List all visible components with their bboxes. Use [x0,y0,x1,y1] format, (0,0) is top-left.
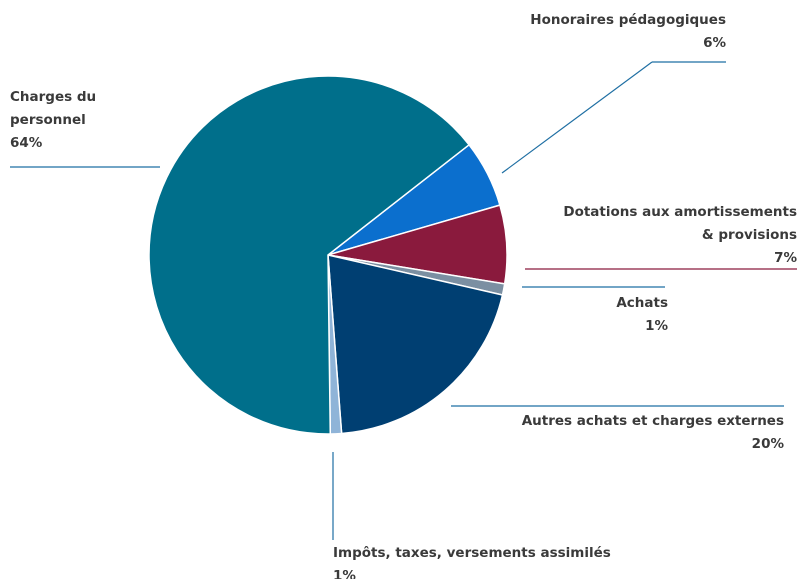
value-label: 6% [703,35,726,51]
pie-slice [327,254,504,435]
slice-label: Charges du personnel 64% [10,86,115,155]
value-label: 1% [645,318,668,334]
value-label: 1% [333,568,356,579]
value-label: 20% [751,436,784,452]
value-label: 64% [10,135,43,151]
category: Autres achats et charges externes [521,413,784,429]
slice-label: Impôts, taxes, versements assimilés 1% [333,542,653,579]
slice-label: Dotations aux amortissements & provision… [552,201,797,270]
slice-label: Autres achats et charges externes 20% [484,410,784,456]
category: Achats [616,295,668,311]
pie-slice [148,75,471,435]
category: Impôts, taxes, versements assimilés [333,545,611,561]
category: Honoraires pédagogiques [530,12,726,28]
category: Charges du personnel [10,89,97,128]
slice-label: Achats 1% [548,292,668,338]
value-label: 7% [774,250,797,266]
slice-label: Honoraires pédagogiques 6% [466,9,726,55]
leader-line [501,61,653,174]
pie [148,75,508,435]
category: Dotations aux amortissements & provision… [563,204,797,243]
